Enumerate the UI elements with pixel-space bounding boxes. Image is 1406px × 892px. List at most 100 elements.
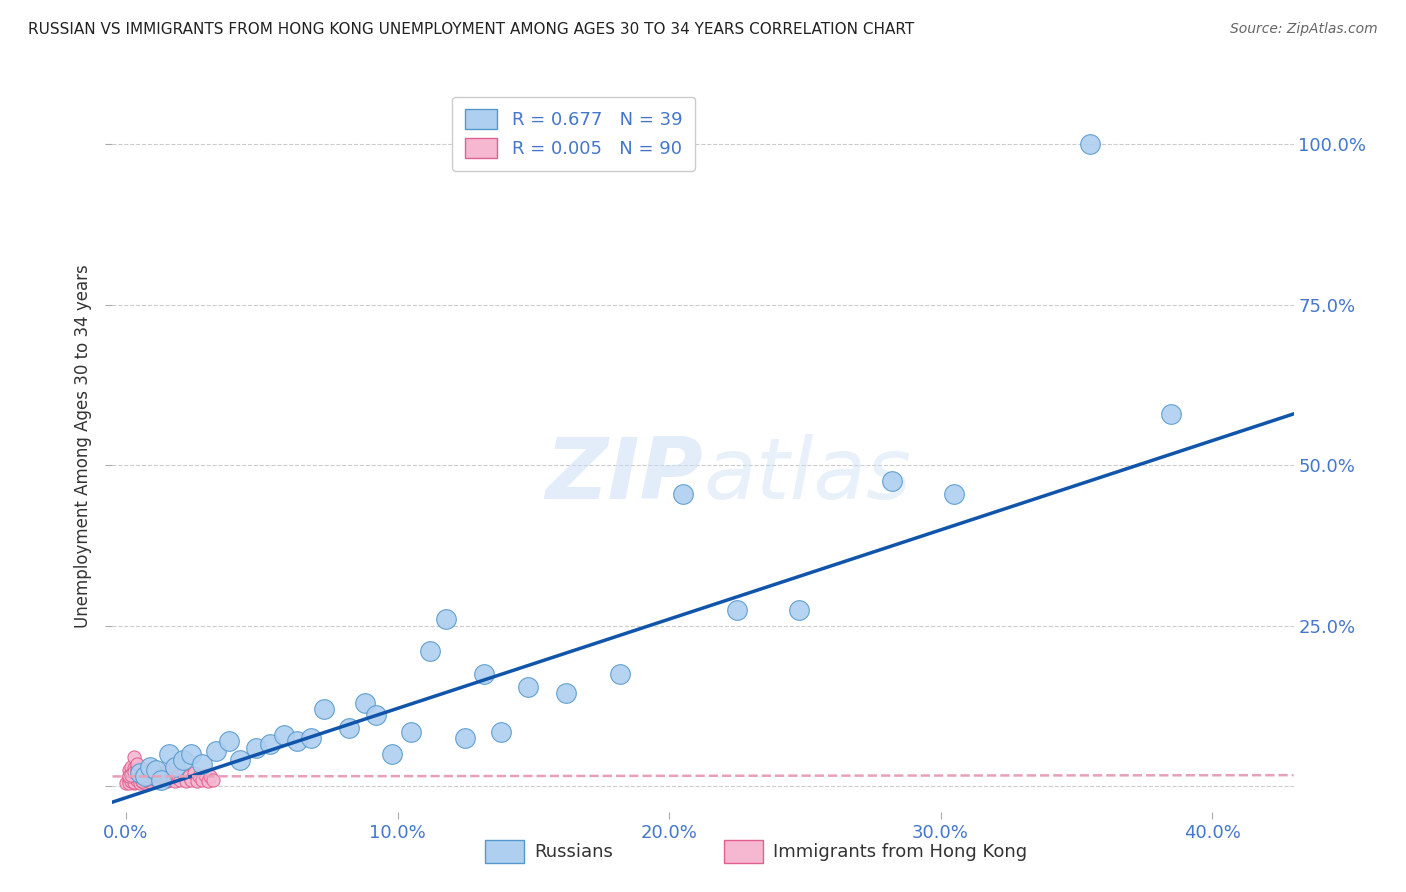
- Point: [145, 767, 167, 781]
- Point: [554, 686, 576, 700]
- Point: [299, 731, 322, 745]
- Point: [150, 772, 173, 787]
- Point: [180, 772, 202, 787]
- Point: [131, 773, 153, 788]
- Point: [183, 766, 205, 780]
- Point: [148, 772, 170, 786]
- Point: [166, 769, 188, 783]
- Point: [128, 764, 150, 779]
- Point: [609, 666, 631, 681]
- Point: [121, 773, 143, 788]
- Point: [489, 724, 512, 739]
- Point: [139, 769, 162, 783]
- Point: [136, 772, 159, 786]
- Point: [131, 773, 153, 788]
- Point: [145, 773, 167, 788]
- Point: [474, 666, 496, 681]
- Point: [142, 763, 165, 777]
- Point: [943, 487, 966, 501]
- Point: [122, 767, 145, 781]
- Point: [121, 767, 143, 781]
- Point: [139, 764, 162, 779]
- Point: [516, 680, 538, 694]
- Point: [134, 769, 156, 783]
- Point: [1078, 137, 1101, 152]
- Point: [128, 776, 150, 790]
- Point: [191, 772, 214, 787]
- Text: Russians: Russians: [534, 843, 613, 861]
- Point: [169, 772, 191, 787]
- Point: [125, 763, 148, 777]
- Point: [150, 773, 173, 788]
- Point: [381, 747, 404, 761]
- Text: atlas: atlas: [703, 434, 911, 516]
- Point: [125, 772, 148, 786]
- Point: [153, 772, 176, 787]
- Point: [139, 769, 162, 783]
- Point: [188, 769, 211, 783]
- Point: [134, 772, 156, 786]
- Point: [139, 773, 162, 788]
- Point: [180, 747, 202, 761]
- Point: [880, 475, 903, 489]
- Point: [122, 761, 145, 775]
- Point: [125, 772, 148, 787]
- Point: [139, 767, 162, 781]
- Point: [399, 724, 422, 739]
- Point: [118, 769, 141, 783]
- Point: [115, 776, 138, 790]
- Point: [194, 767, 217, 781]
- Point: [159, 747, 181, 761]
- Point: [121, 766, 143, 780]
- Point: [163, 760, 186, 774]
- Point: [128, 766, 150, 780]
- Text: RUSSIAN VS IMMIGRANTS FROM HONG KONG UNEMPLOYMENT AMONG AGES 30 TO 34 YEARS CORR: RUSSIAN VS IMMIGRANTS FROM HONG KONG UNE…: [28, 22, 914, 37]
- Point: [136, 766, 159, 780]
- Point: [191, 756, 214, 771]
- Point: [201, 772, 224, 787]
- Point: [204, 744, 226, 758]
- Point: [142, 764, 165, 779]
- Point: [125, 756, 148, 771]
- Point: [186, 773, 208, 788]
- Bar: [485, 840, 524, 863]
- Point: [160, 772, 183, 786]
- Point: [134, 773, 156, 788]
- Point: [134, 767, 156, 781]
- Point: [145, 772, 167, 787]
- Point: [364, 708, 387, 723]
- Point: [1160, 407, 1182, 421]
- Point: [131, 764, 153, 779]
- Point: [354, 696, 377, 710]
- Point: [436, 612, 458, 626]
- Point: [156, 767, 179, 781]
- Point: [725, 602, 748, 616]
- Point: [245, 740, 267, 755]
- Point: [218, 734, 240, 748]
- Point: [125, 758, 148, 772]
- Legend: R = 0.677   N = 39, R = 0.005   N = 90: R = 0.677 N = 39, R = 0.005 N = 90: [453, 96, 695, 170]
- Text: Immigrants from Hong Kong: Immigrants from Hong Kong: [773, 843, 1028, 861]
- Point: [136, 764, 159, 778]
- Point: [136, 767, 159, 781]
- Point: [172, 766, 194, 780]
- Point: [118, 763, 141, 777]
- Point: [131, 772, 153, 787]
- Point: [150, 767, 173, 781]
- Point: [285, 734, 308, 748]
- Point: [145, 763, 167, 777]
- Point: [125, 763, 148, 777]
- Point: [672, 487, 695, 501]
- Point: [139, 775, 162, 789]
- Point: [150, 769, 173, 783]
- Point: [118, 772, 141, 787]
- Point: [134, 776, 156, 790]
- Point: [122, 750, 145, 764]
- Point: [789, 602, 811, 616]
- Point: [122, 775, 145, 789]
- Point: [163, 773, 186, 788]
- Text: ZIP: ZIP: [546, 434, 703, 516]
- Point: [454, 731, 477, 745]
- Point: [229, 753, 252, 767]
- Point: [131, 772, 153, 786]
